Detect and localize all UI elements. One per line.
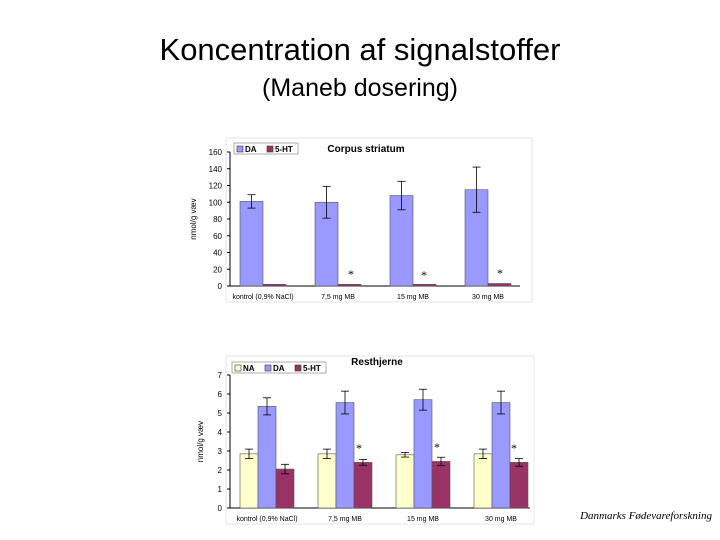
significance-star: * bbox=[434, 440, 440, 454]
y-tick-label: 100 bbox=[209, 198, 223, 207]
significance-star: * bbox=[497, 266, 503, 280]
y-tick-label: 7 bbox=[218, 371, 223, 380]
bar bbox=[239, 453, 259, 509]
bar bbox=[337, 284, 362, 287]
y-tick-label: 2 bbox=[218, 466, 223, 475]
y-tick-label: 140 bbox=[209, 165, 223, 174]
footer-credit: Danmarks Fødevareforskning bbox=[580, 510, 712, 522]
category-label: 7,5 mg MB bbox=[321, 294, 355, 301]
y-axis-label: nmol/g væv bbox=[196, 421, 205, 462]
chart-title: Corpus striatum bbox=[327, 144, 404, 155]
category-label: 30 mg MB bbox=[485, 516, 517, 523]
bar bbox=[431, 461, 451, 509]
bar bbox=[257, 406, 277, 509]
bar bbox=[509, 462, 529, 509]
legend-swatch bbox=[264, 364, 272, 372]
y-tick-label: 40 bbox=[213, 249, 222, 258]
y-tick-label: 0 bbox=[218, 504, 223, 513]
y-tick-label: 0 bbox=[218, 282, 223, 291]
legend-box bbox=[233, 142, 299, 155]
legend-swatch bbox=[266, 145, 274, 153]
legend-label: NA bbox=[243, 364, 255, 373]
slide-title: Koncentration af signalstoffer bbox=[159, 32, 561, 67]
y-tick-label: 1 bbox=[218, 485, 223, 494]
legend-label: DA bbox=[245, 145, 257, 154]
category-label: kontrol (0,9% NaCl) bbox=[232, 294, 293, 301]
bar bbox=[395, 454, 415, 509]
bar bbox=[412, 284, 437, 287]
y-tick-label: 120 bbox=[209, 182, 223, 191]
category-label: 30 mg MB bbox=[472, 294, 504, 301]
legend-label: 5-HT bbox=[303, 364, 321, 373]
significance-star: * bbox=[356, 441, 362, 455]
bar bbox=[413, 399, 433, 509]
category-label: kontrol (0,9% NaCl) bbox=[236, 516, 297, 523]
legend-label: 5-HT bbox=[275, 145, 293, 154]
category-label: 7,5 mg MB bbox=[328, 516, 362, 523]
y-axis-label: nmol/g væv bbox=[189, 198, 198, 239]
bar bbox=[317, 453, 337, 509]
legend-label: DA bbox=[273, 364, 285, 373]
significance-star: * bbox=[348, 267, 354, 281]
y-tick-label: 5 bbox=[218, 409, 223, 418]
bar bbox=[353, 462, 373, 509]
slide-subtitle: (Maneb dosering) bbox=[262, 74, 458, 102]
chart-title: Resthjerne bbox=[351, 357, 403, 368]
bar bbox=[491, 402, 511, 509]
legend-swatch bbox=[234, 364, 242, 372]
category-label: 15 mg MB bbox=[407, 516, 439, 523]
y-tick-label: 160 bbox=[209, 148, 223, 157]
y-tick-label: 20 bbox=[213, 265, 222, 274]
category-label: 15 mg MB bbox=[397, 294, 429, 301]
y-tick-label: 6 bbox=[218, 390, 223, 399]
y-tick-label: 3 bbox=[218, 447, 223, 456]
legend-swatch bbox=[294, 364, 302, 372]
y-tick-label: 60 bbox=[213, 232, 222, 241]
bar bbox=[262, 284, 287, 287]
significance-star: * bbox=[511, 441, 517, 455]
y-tick-label: 80 bbox=[213, 215, 222, 224]
legend-swatch bbox=[236, 145, 244, 153]
y-tick-label: 4 bbox=[218, 428, 223, 437]
bar bbox=[335, 402, 355, 509]
bar bbox=[487, 283, 512, 287]
bar bbox=[473, 453, 493, 509]
bar bbox=[275, 468, 295, 509]
legend-box bbox=[231, 361, 327, 374]
significance-star: * bbox=[421, 268, 427, 282]
